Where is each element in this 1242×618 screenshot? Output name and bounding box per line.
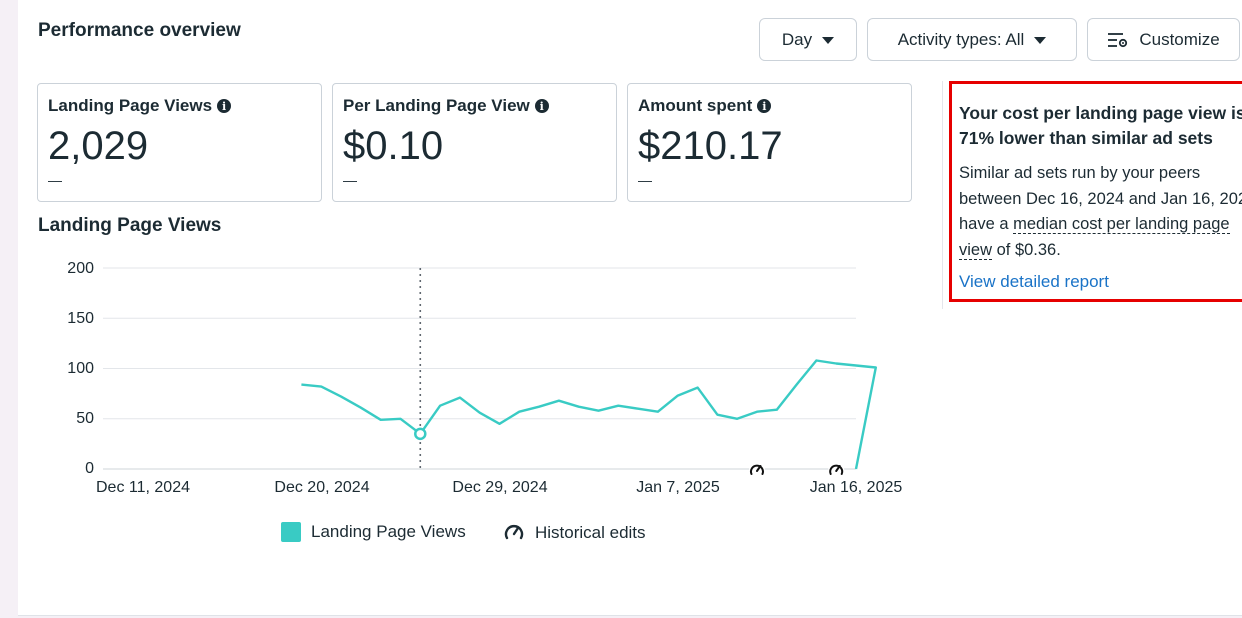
- metric-value: $210.17: [638, 124, 783, 168]
- y-tick-label: 150: [67, 310, 94, 327]
- metric-card-landing-page-views[interactable]: Landing Page Views i 2,029 —: [37, 83, 322, 202]
- insight-card: Your cost per landing page view is 71% l…: [949, 81, 1242, 302]
- view-detailed-report-link[interactable]: View detailed report: [959, 272, 1109, 291]
- legend-label: Landing Page Views: [311, 522, 466, 541]
- metric-comparison: —: [48, 172, 62, 188]
- activity-types-label: Activity types: All: [897, 29, 1025, 49]
- insight-body: Similar ad sets run by your peers betwee…: [959, 161, 1242, 263]
- metric-label: Landing Page Views: [48, 96, 213, 115]
- caret-down-icon: [822, 37, 835, 44]
- metric-card-per-landing-page-view[interactable]: Per Landing Page View i $0.10 —: [332, 83, 617, 202]
- insight-body-text: of $0.36.: [992, 240, 1061, 259]
- legend-item-landing-page-views[interactable]: Landing Page Views: [281, 522, 466, 542]
- metric-label: Per Landing Page View: [343, 96, 530, 115]
- insight-body-text: Similar ad sets run by your peers betwee…: [959, 164, 1242, 233]
- y-tick-label: 100: [67, 360, 94, 377]
- customize-label: Customize: [1139, 29, 1220, 49]
- y-tick-label: 50: [76, 410, 94, 427]
- metric-label: Amount spent: [638, 96, 753, 115]
- x-tick-label: Jan 16, 2025: [809, 479, 903, 496]
- legend-label: Historical edits: [535, 523, 646, 542]
- info-icon[interactable]: i: [757, 99, 772, 113]
- info-icon[interactable]: i: [534, 99, 549, 113]
- caret-down-icon: [1034, 37, 1047, 44]
- legend-item-historical-edits[interactable]: Historical edits: [503, 522, 646, 544]
- day-dropdown[interactable]: Day: [759, 18, 857, 61]
- gauge-edit-icon: [504, 525, 524, 540]
- metric-label-row: Amount spent i: [638, 96, 772, 116]
- customize-button[interactable]: Customize: [1087, 18, 1240, 61]
- metric-comparison: —: [343, 172, 357, 188]
- chart-title: Landing Page Views: [38, 215, 222, 236]
- y-tick-label: 0: [85, 460, 94, 477]
- median-cost-term[interactable]: median cost per landing page view: [959, 215, 1230, 260]
- x-tick-label: Dec 29, 2024: [452, 479, 548, 496]
- metric-value: $0.10: [343, 124, 444, 168]
- x-tick-label: Dec 20, 2024: [274, 479, 370, 496]
- y-tick-label: 200: [67, 260, 94, 277]
- x-tick-label: Dec 11, 2024: [96, 479, 190, 496]
- divider: [942, 81, 943, 309]
- info-icon[interactable]: i: [217, 99, 232, 113]
- page-title: Performance overview: [38, 20, 241, 41]
- metric-comparison: —: [638, 172, 652, 188]
- activity-types-dropdown[interactable]: Activity types: All: [867, 18, 1077, 61]
- metric-card-amount-spent[interactable]: Amount spent i $210.17 —: [627, 83, 912, 202]
- metric-label-row: Per Landing Page View i: [343, 96, 549, 116]
- metric-value: 2,029: [48, 124, 149, 168]
- customize-settings-icon: [1108, 32, 1128, 47]
- x-tick-label: Jan 7, 2025: [636, 479, 720, 496]
- day-dropdown-label: Day: [781, 29, 813, 49]
- insight-headline: Your cost per landing page view is 71% l…: [959, 103, 1242, 148]
- metric-label-row: Landing Page Views i: [48, 96, 232, 116]
- legend-swatch: [281, 522, 301, 542]
